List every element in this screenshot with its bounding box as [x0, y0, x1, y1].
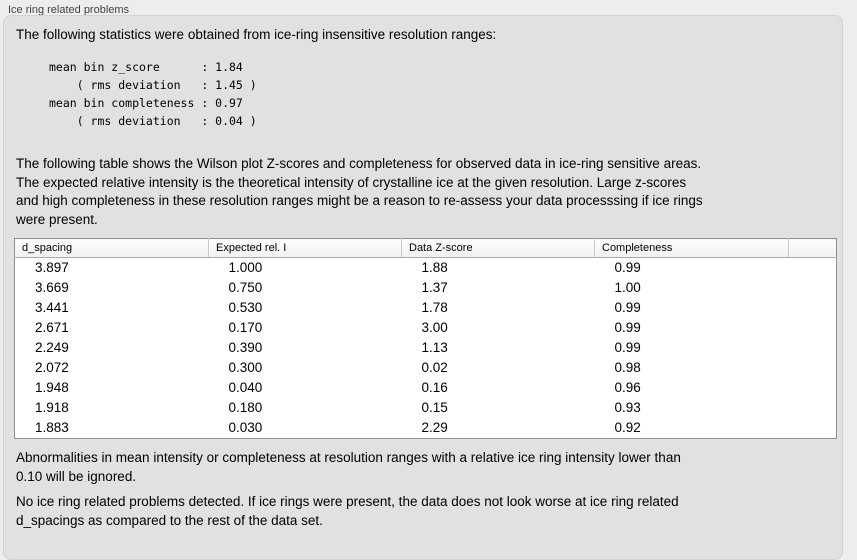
cell-blank — [789, 278, 837, 298]
cell-d-spacing: 2.072 — [35, 360, 69, 375]
intro-text: The following statistics were obtained f… — [16, 27, 497, 42]
cell-data-z-score: 2.29 — [421, 420, 448, 435]
cell-blank — [789, 358, 837, 378]
cell-data-z-score: 1.37 — [421, 280, 448, 295]
table-row[interactable]: 3.897 1.000 1.88 0.99 — [15, 258, 837, 279]
cell-expected-rel-i: 0.170 — [228, 320, 263, 335]
table-row[interactable]: 2.072 0.300 0.02 0.98 — [15, 358, 837, 378]
ice-table-head: d_spacing Expected rel. I Data Z-score Comp… — [14, 238, 837, 258]
column-header-expected-rel-i[interactable]: Expected rel. I — [208, 238, 402, 258]
cell-completeness: 0.93 — [614, 400, 641, 415]
cell-completeness: 0.98 — [614, 360, 641, 375]
table-row[interactable]: 1.918 0.180 0.15 0.93 — [15, 398, 837, 418]
cell-expected-rel-i: 0.390 — [228, 340, 263, 355]
cell-d-spacing: 2.671 — [35, 320, 69, 335]
cell-data-z-score: 1.13 — [421, 340, 448, 355]
table-row[interactable]: 1.883 0.030 2.29 0.92 — [15, 418, 837, 439]
conclusion-text: No ice ring related problems detected. I… — [16, 494, 679, 528]
stats-summary-block: mean bin z_score : 1.84 ( rms deviation … — [49, 60, 257, 128]
cell-completeness: 0.99 — [614, 320, 641, 335]
table-row[interactable]: 3.669 0.750 1.37 1.00 — [15, 278, 837, 298]
cell-completeness: 0.99 — [614, 260, 641, 275]
column-header-blank[interactable] — [788, 238, 837, 258]
cell-d-spacing: 3.897 — [35, 260, 69, 275]
cell-blank — [789, 318, 837, 338]
cell-data-z-score: 1.88 — [421, 260, 448, 275]
cell-blank — [789, 258, 837, 279]
cell-data-z-score: 0.02 — [421, 360, 448, 375]
cell-d-spacing: 3.669 — [35, 280, 69, 295]
cell-expected-rel-i: 1.000 — [228, 260, 263, 275]
cell-data-z-score: 0.15 — [421, 400, 448, 415]
cell-d-spacing: 1.918 — [35, 400, 69, 415]
table-row[interactable]: 2.671 0.170 3.00 0.99 — [15, 318, 837, 338]
column-header-data-z-score[interactable]: Data Z-score — [401, 238, 595, 258]
cell-expected-rel-i: 0.040 — [228, 380, 263, 395]
cell-blank — [789, 338, 837, 358]
cell-completeness: 0.92 — [614, 420, 641, 435]
table-row[interactable]: 2.249 0.390 1.13 0.99 — [15, 338, 837, 358]
column-header-d-spacing[interactable]: d_spacing — [14, 238, 209, 258]
ice-ring-panel: The following statistics were obtained f… — [3, 15, 843, 560]
table-row[interactable]: 3.441 0.530 1.78 0.99 — [15, 298, 837, 318]
ignore-note-text: Abnormalities in mean intensity or compl… — [16, 450, 681, 484]
cell-d-spacing: 2.249 — [35, 340, 69, 355]
cell-expected-rel-i: 0.030 — [228, 420, 263, 435]
cell-d-spacing: 1.948 — [35, 380, 69, 395]
cell-data-z-score: 3.00 — [421, 320, 448, 335]
cell-expected-rel-i: 0.180 — [228, 400, 263, 415]
column-header-completeness[interactable]: Completeness — [594, 238, 789, 258]
cell-blank — [789, 378, 837, 398]
cell-blank — [789, 398, 837, 418]
table-description-text: The following table shows the Wilson plo… — [16, 156, 703, 227]
cell-data-z-score: 0.16 — [421, 380, 448, 395]
cell-completeness: 0.99 — [614, 340, 641, 355]
cell-expected-rel-i: 0.300 — [228, 360, 263, 375]
ice-table-head-row: d_spacing Expected rel. I Data Z-score Comp… — [14, 238, 837, 258]
cell-data-z-score: 1.78 — [421, 300, 448, 315]
group-title: Ice ring related problems — [8, 4, 130, 16]
cell-completeness: 1.00 — [614, 280, 641, 295]
cell-blank — [789, 298, 837, 318]
cell-expected-rel-i: 0.530 — [228, 300, 263, 315]
cell-completeness: 0.96 — [614, 380, 641, 395]
ice-table-body: 3.897 1.000 1.88 0.99 3.669 0.750 1.37 1.00 3.44… — [15, 258, 837, 439]
cell-d-spacing: 1.883 — [35, 420, 69, 435]
cell-expected-rel-i: 0.750 — [228, 280, 263, 295]
table-row[interactable]: 1.948 0.040 0.16 0.96 — [15, 378, 837, 398]
cell-blank — [789, 418, 837, 439]
cell-d-spacing: 3.441 — [35, 300, 69, 315]
cell-completeness: 0.99 — [614, 300, 641, 315]
ice-ring-table: d_spacing Expected rel. I Data Z-score Comp… — [14, 238, 837, 439]
